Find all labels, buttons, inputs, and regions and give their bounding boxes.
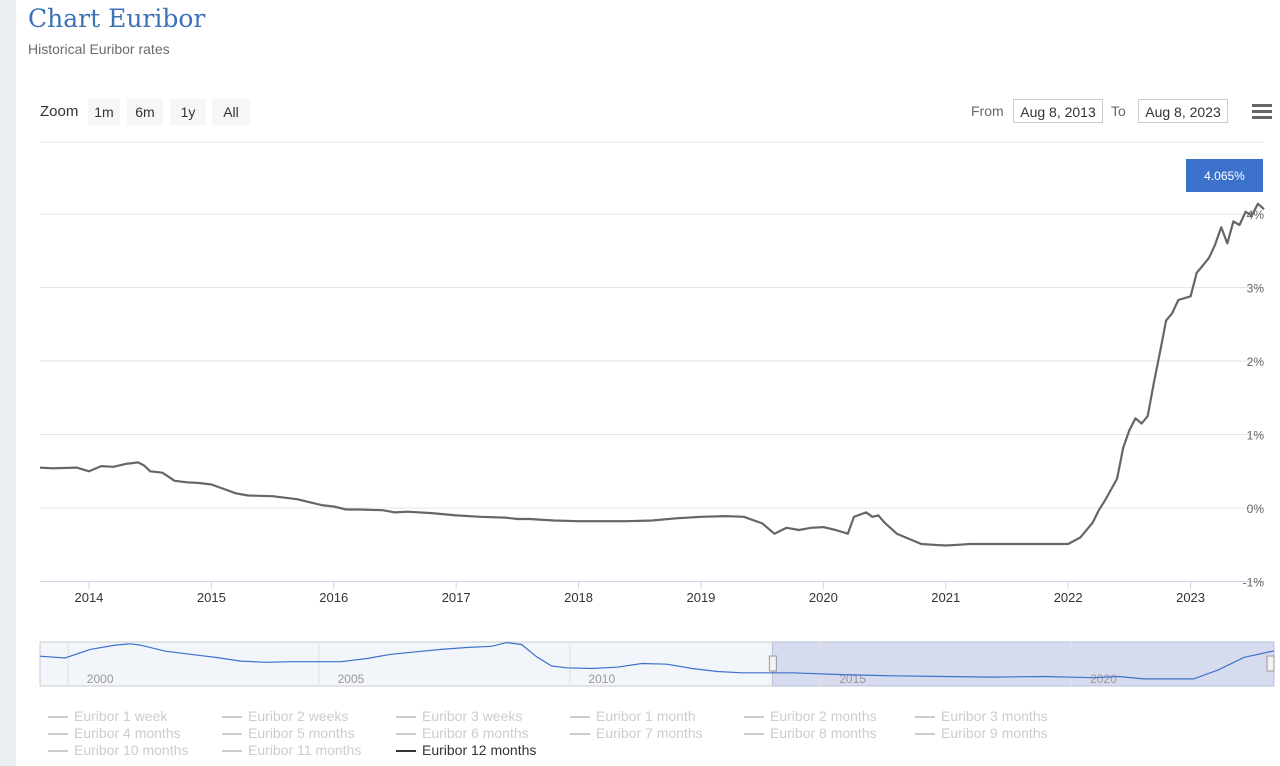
x-tick-label: 2023	[1176, 590, 1205, 605]
legend-item[interactable]: Euribor 6 months	[396, 725, 529, 741]
y-tick-label: 4%	[1247, 208, 1265, 222]
page-subtitle: Historical Euribor rates	[28, 41, 170, 57]
navigator-handle	[768, 655, 777, 672]
legend-item[interactable]: Euribor 4 months	[48, 725, 181, 741]
navigator-handle	[1266, 655, 1275, 672]
zoom-1y-button[interactable]: 1y	[170, 99, 206, 125]
legend-line-icon	[48, 733, 68, 736]
euribor-12-months-line	[39, 202, 1265, 547]
legend-line-icon	[915, 716, 935, 719]
chart-card: Chart Euribor Historical Euribor rates Z…	[16, 0, 1280, 766]
legend-label: Euribor 1 month	[596, 708, 696, 724]
navigator-chart: 2000 2005 2010 2015 2020	[39, 641, 1275, 687]
page-title: Chart Euribor	[28, 4, 206, 33]
legend-label: Euribor 1 week	[74, 708, 168, 724]
navigator-tick-label: 2010	[588, 672, 615, 686]
legend-item[interactable]: Euribor 11 months	[222, 742, 361, 758]
legend-line-icon	[570, 733, 590, 736]
legend-item[interactable]: Euribor 3 weeks	[396, 708, 522, 724]
legend-label: Euribor 2 weeks	[248, 708, 349, 724]
legend-item[interactable]: Euribor 5 months	[222, 725, 355, 741]
legend-item[interactable]: Euribor 9 months	[915, 725, 1048, 741]
legend-item[interactable]: Euribor 2 months	[744, 708, 877, 724]
chart-menu-icon[interactable]	[1252, 104, 1272, 120]
x-tick-label: 2020	[809, 590, 838, 605]
y-tick-label: 3%	[1247, 282, 1265, 296]
legend-label: Euribor 6 months	[422, 725, 529, 741]
legend-line-icon	[48, 716, 68, 719]
x-tick-label: 2021	[931, 590, 960, 605]
legend-label: Euribor 3 weeks	[422, 708, 523, 724]
tooltip-box	[1186, 159, 1263, 192]
zoom-label: Zoom	[40, 103, 79, 120]
legend-line-icon	[396, 716, 416, 719]
tooltip-value: 4.065%	[1204, 169, 1245, 183]
legend-line-icon	[48, 750, 68, 753]
x-tick-label: 2019	[686, 590, 715, 605]
legend-line-icon	[570, 716, 590, 719]
legend-item[interactable]: Euribor 7 months	[570, 725, 703, 741]
navigator-tick-label: 2005	[338, 672, 365, 686]
legend-item[interactable]: Euribor 10 months	[48, 742, 188, 758]
zoom-1m-button[interactable]: 1m	[88, 99, 120, 125]
legend-label: Euribor 2 months	[770, 708, 877, 724]
x-axis: 2014 2015 2016 2017 2018 2019 2020 2021 2022 2023	[74, 581, 1205, 605]
legend-label: Euribor 5 months	[248, 725, 355, 741]
legend-line-icon	[396, 750, 416, 753]
legend-label: Euribor 8 months	[770, 725, 877, 741]
x-tick-label: 2017	[442, 590, 471, 605]
y-tick-label: 1%	[1247, 429, 1265, 443]
x-tick-label: 2022	[1054, 590, 1083, 605]
legend-line-icon	[396, 733, 416, 736]
legend-item[interactable]: Euribor 1 week	[48, 708, 167, 724]
legend-item[interactable]: Euribor 3 months	[915, 708, 1048, 724]
zoom-all-button[interactable]: All	[212, 99, 250, 125]
legend-label: Euribor 9 months	[941, 725, 1048, 741]
legend-line-icon	[222, 716, 242, 719]
tooltip: 4.065%	[1186, 159, 1263, 192]
from-date-input[interactable]: Aug 8, 2013	[1013, 99, 1103, 123]
legend-label: Euribor 3 months	[941, 708, 1048, 724]
legend-item[interactable]: Euribor 12 months	[396, 742, 536, 758]
euribor-chart: 2000 2005 2010 2015 2020 2014 2015 2016 2017 201…	[39, 141, 1275, 687]
from-label: From	[971, 103, 1004, 119]
navigator-tick-label: 2000	[87, 672, 114, 686]
legend-line-icon	[915, 733, 935, 736]
y-axis: 4% 3% 2% 1% 0% -1%	[1243, 208, 1265, 590]
x-tick-label: 2015	[197, 590, 226, 605]
x-tick-label: 2018	[564, 590, 593, 605]
y-tick-label: -1%	[1243, 576, 1265, 590]
navigator-line	[39, 641, 1275, 680]
y-tick-label: 0%	[1247, 502, 1265, 516]
chart-series	[39, 202, 1265, 547]
legend-label: Euribor 4 months	[74, 725, 181, 741]
to-label: To	[1111, 103, 1126, 119]
y-tick-label: 2%	[1247, 355, 1265, 369]
legend-item[interactable]: Euribor 1 month	[570, 708, 696, 724]
legend-line-icon	[222, 750, 242, 753]
x-tick-label: 2016	[319, 590, 348, 605]
legend-item[interactable]: Euribor 2 weeks	[222, 708, 348, 724]
legend-label: Euribor 12 months	[422, 742, 537, 758]
to-date-input[interactable]: Aug 8, 2023	[1138, 99, 1228, 123]
legend-label: Euribor 11 months	[248, 742, 362, 758]
legend-line-icon	[222, 733, 242, 736]
legend-line-icon	[744, 733, 764, 736]
zoom-6m-button[interactable]: 6m	[127, 99, 163, 125]
legend-label: Euribor 7 months	[596, 725, 703, 741]
legend-item[interactable]: Euribor 8 months	[744, 725, 877, 741]
navigator-tick-label: 2020	[1090, 672, 1117, 686]
chart-grid	[40, 141, 1264, 582]
x-tick-label: 2014	[74, 590, 103, 605]
legend-label: Euribor 10 months	[74, 742, 189, 758]
legend-line-icon	[744, 716, 764, 719]
